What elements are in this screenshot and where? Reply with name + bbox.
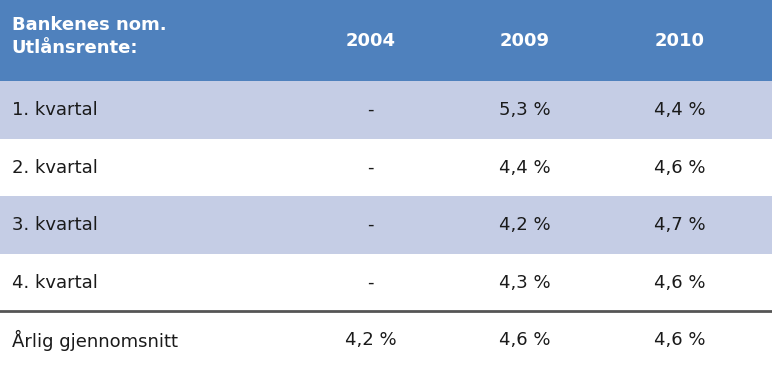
Text: 4,6 %: 4,6 % <box>499 331 550 349</box>
Text: 4,6 %: 4,6 % <box>654 274 705 292</box>
Text: -: - <box>367 216 374 234</box>
Text: 2004: 2004 <box>346 32 395 49</box>
Text: 4,4 %: 4,4 % <box>654 101 705 119</box>
FancyBboxPatch shape <box>0 196 772 254</box>
FancyBboxPatch shape <box>0 0 772 81</box>
Text: 3. kvartal: 3. kvartal <box>12 216 97 234</box>
Text: 4,4 %: 4,4 % <box>499 159 550 176</box>
Text: 4,2 %: 4,2 % <box>345 331 396 349</box>
Text: 4,6 %: 4,6 % <box>654 331 705 349</box>
Text: 4. kvartal: 4. kvartal <box>12 274 97 292</box>
Text: 2009: 2009 <box>500 32 550 49</box>
Text: Årlig gjennomsnitt: Årlig gjennomsnitt <box>12 330 178 351</box>
Text: 4,2 %: 4,2 % <box>499 216 550 234</box>
Text: 2010: 2010 <box>655 32 704 49</box>
Text: 5,3 %: 5,3 % <box>499 101 550 119</box>
Text: 4,7 %: 4,7 % <box>654 216 705 234</box>
Text: -: - <box>367 274 374 292</box>
FancyBboxPatch shape <box>0 254 772 311</box>
FancyBboxPatch shape <box>0 81 772 139</box>
Text: Bankenes nom.
Utlånsrente:: Bankenes nom. Utlånsrente: <box>12 17 166 56</box>
Text: -: - <box>367 159 374 176</box>
Text: -: - <box>367 101 374 119</box>
Text: 1. kvartal: 1. kvartal <box>12 101 97 119</box>
FancyBboxPatch shape <box>0 311 772 369</box>
Text: 4,3 %: 4,3 % <box>499 274 550 292</box>
Text: 4,6 %: 4,6 % <box>654 159 705 176</box>
Text: 2. kvartal: 2. kvartal <box>12 159 97 176</box>
FancyBboxPatch shape <box>0 139 772 196</box>
